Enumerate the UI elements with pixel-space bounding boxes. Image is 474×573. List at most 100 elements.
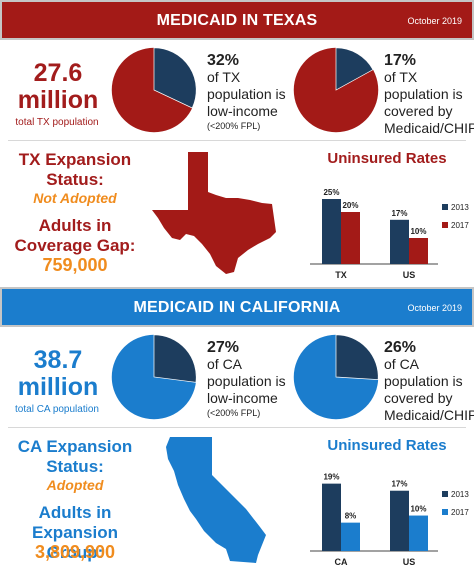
california-expansion-status: Adopted (46, 477, 104, 493)
california-banner: MEDICAID IN CALIFORNIA October 2019 (0, 287, 474, 327)
legend-label: 2013 (451, 490, 469, 499)
texas-medicaid-pct: 17% (384, 52, 417, 69)
california-fpl-note: (<200% FPL) (207, 408, 261, 418)
california-medicaid-pct: 26% (384, 339, 417, 356)
legend-swatch (442, 222, 448, 228)
texas-medicaid-text: 17% of TX population is covered by Medic… (384, 52, 474, 137)
legend-label: 2017 (451, 508, 469, 517)
texas-low-income-line2: population is (207, 86, 286, 102)
california-low-income-line2: population is (207, 373, 286, 389)
bar-value-label: 8% (345, 512, 357, 521)
california-low-income-line1: of CA (207, 356, 243, 372)
texas-medicaid-line1: of TX (384, 69, 418, 85)
california-expansion-group-number: 3,809,900 (34, 542, 116, 562)
california-low-income-pie (111, 334, 197, 420)
bar-value-label: 19% (323, 473, 339, 482)
california-panel: MEDICAID IN CALIFORNIA October 2019 38.7… (0, 287, 474, 573)
texas-population-label: total TX population (15, 117, 99, 128)
bar-ca-2017 (341, 522, 360, 551)
texas-panel: MEDICAID IN TEXAS October 2019 27.6 mill… (0, 0, 474, 286)
california-medicaid-line2: population is (384, 373, 463, 389)
pie-highlight-slice (335, 334, 379, 381)
california-medicaid-line4: Medicaid/CHIP (384, 407, 474, 423)
texas-divider (8, 140, 466, 141)
california-population-label: total CA population (15, 404, 99, 415)
bar-value-label: 10% (410, 227, 426, 236)
texas-population-unit: million (17, 86, 99, 114)
california-expansion-heading-2: Status: (46, 457, 104, 476)
bar-value-label: 17% (391, 209, 407, 218)
texas-expansion-status: Not Adopted (33, 190, 117, 206)
texas-expansion-heading-2: Status: (46, 170, 104, 189)
pie-highlight-slice (335, 47, 374, 91)
category-tick-label: TX (335, 270, 347, 280)
texas-medicaid-line3: covered by (384, 103, 453, 119)
texas-medicaid-line2: population is (384, 86, 463, 102)
california-banner-title: MEDICAID IN CALIFORNIA (133, 299, 341, 316)
california-expansion-heading: CA Expansion Status: (5, 437, 145, 477)
bar-us-2017 (409, 238, 428, 264)
texas-low-income-pct: 32% (207, 52, 240, 69)
california-medicaid-line3: covered by (384, 390, 453, 406)
bar-ca-2013 (322, 483, 341, 551)
category-tick-label: CA (335, 557, 348, 567)
texas-low-income-line1: of TX (207, 69, 241, 85)
texas-medicaid-line4: Medicaid/CHIP (384, 120, 474, 136)
california-population-unit: million (17, 373, 99, 401)
texas-low-income-line3: low-income (207, 103, 278, 119)
california-group-heading-1: Adults in (38, 503, 112, 522)
california-map-icon (166, 437, 266, 563)
legend-label: 2013 (451, 203, 469, 212)
bar-tx-2017 (341, 212, 360, 264)
bar-tx-2013 (322, 199, 341, 264)
texas-banner-date: October 2019 (407, 16, 462, 26)
california-group-heading-2: Expansion Group: (32, 523, 118, 562)
california-banner-date: October 2019 (407, 303, 462, 313)
texas-group-heading-2: Coverage Gap: (14, 236, 136, 255)
bar-value-label: 17% (391, 480, 407, 489)
texas-banner: MEDICAID IN TEXAS October 2019 (0, 0, 474, 40)
california-uninsured-chart: 19% 8% CA 17% 10% US 2013 2017 (310, 473, 469, 567)
texas-expansion-heading: TX Expansion Status: (5, 150, 145, 190)
texas-uninsured-chart: 25%20% TX 17%10% US 2013 2017 (310, 188, 469, 280)
legend-swatch (442, 509, 448, 515)
california-medicaid-text: 26% of CA population is covered by Medic… (384, 339, 474, 424)
texas-banner-title: MEDICAID IN TEXAS (156, 12, 318, 29)
legend-label: 2017 (451, 221, 469, 230)
california-low-income-pct: 27% (207, 339, 240, 356)
bar-value-label: 10% (410, 505, 426, 514)
texas-medicaid-pie (293, 47, 379, 133)
texas-low-income-text: 32% of TX population is low-income (<200… (207, 52, 297, 133)
bar-us-2013 (390, 490, 409, 551)
texas-group-heading-1: Adults in (38, 216, 112, 235)
california-low-income-line3: low-income (207, 390, 278, 406)
texas-population-number: 27.6 million (8, 60, 108, 114)
texas-coverage-gap-heading: Adults in Coverage Gap: (5, 216, 145, 256)
category-tick-label: US (403, 557, 416, 567)
bar-value-label: 20% (342, 201, 358, 210)
legend-swatch (442, 204, 448, 210)
pie-highlight-slice (153, 334, 197, 383)
california-population-number: 38.7 million (8, 347, 108, 401)
bar-us-2017 (409, 515, 428, 551)
texas-coverage-gap-number: 759,000 (42, 255, 108, 275)
california-low-income-text: 27% of CA population is low-income (<200… (207, 339, 297, 420)
texas-population-value: 27.6 (33, 59, 83, 87)
texas-low-income-pie (111, 47, 197, 133)
legend-swatch (442, 491, 448, 497)
texas-chart-title: Uninsured Rates (327, 150, 447, 167)
california-population-value: 38.7 (33, 346, 83, 374)
texas-map-icon (152, 152, 276, 274)
bar-us-2013 (390, 219, 409, 264)
california-medicaid-line1: of CA (384, 356, 420, 372)
texas-fpl-note: (<200% FPL) (207, 121, 261, 131)
texas-expansion-heading-1: TX Expansion (18, 150, 132, 169)
bar-value-label: 25% (323, 188, 339, 197)
california-chart-title: Uninsured Rates (327, 437, 447, 454)
pie-highlight-slice (153, 47, 197, 109)
california-divider (8, 427, 466, 428)
california-medicaid-pie (293, 334, 379, 420)
california-expansion-heading-1: CA Expansion (17, 437, 133, 456)
california-expansion-group-heading: Adults in Expansion Group: (5, 503, 145, 563)
category-tick-label: US (403, 270, 416, 280)
